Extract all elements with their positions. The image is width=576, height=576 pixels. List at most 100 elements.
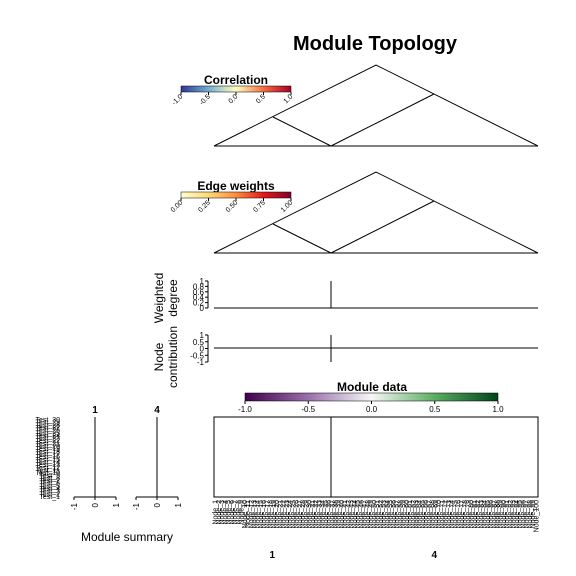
correlation-legend-bar xyxy=(180,85,292,93)
sample-label: Test_30 xyxy=(35,417,60,424)
weighted-degree-panel: Weighted degree 10.80.60.40.20 xyxy=(152,273,538,323)
node-label: Node_68 xyxy=(430,500,437,529)
node-label: Node_55 xyxy=(388,500,395,529)
node-label: Node_28 xyxy=(300,500,307,529)
node-label: Node_73 xyxy=(446,500,453,529)
node-label: Node_23 xyxy=(284,500,291,529)
sample-label: Test_20 xyxy=(35,444,60,451)
correlation-legend: Correlation -1.0 -0.5 0.0 0.5 1.0 xyxy=(171,73,295,107)
sample-label: Test_25 xyxy=(35,430,60,437)
weighted-degree-ylabel-line2: degree xyxy=(166,279,180,317)
node-label: Node_10 xyxy=(242,500,249,529)
edge-weights-legend: Edge weights 0.00 0.25 0.50 0.75 1.00 xyxy=(170,179,295,214)
node-label: Node_53 xyxy=(381,500,388,529)
edge-weights-topology xyxy=(213,171,539,254)
node-label: Node_3 xyxy=(219,500,226,525)
node-label: Node_26 xyxy=(294,500,301,529)
node-contribution-tick-label: -1 xyxy=(197,358,205,367)
node-label: Node_63 xyxy=(414,500,421,529)
module-summary-tick-label: 0 xyxy=(91,502,100,507)
module-summary: Test_30Test_29Test_28Test_27Test_26Test_… xyxy=(35,405,183,544)
node-label: Node_80 xyxy=(469,500,476,529)
sample-label: Test_23 xyxy=(35,436,60,443)
module-data-legend: Module data -1.0 -0.5 0.0 0.5 1.0 xyxy=(238,380,504,414)
weighted-degree-tick-label: 1 xyxy=(200,277,205,286)
node-label: Node_2 xyxy=(216,500,223,525)
node-label: Node_4 xyxy=(222,500,229,525)
sample-labels: Test_30Test_29Test_28Test_27Test_26Test_… xyxy=(35,417,60,501)
module-summary-tick-label: 1 xyxy=(112,502,121,507)
node-label: Node_1 xyxy=(213,500,220,525)
edge-weights-legend-bar xyxy=(180,191,292,199)
weighted-degree-ylabel-line1: Weighted xyxy=(152,273,166,323)
correlation-legend-tick-label: 1.0 xyxy=(283,93,295,105)
node-label: Node_93 xyxy=(511,500,518,529)
node-label: Node_34 xyxy=(320,500,327,529)
node-label: Node_18 xyxy=(268,500,275,529)
node-label: Node_91 xyxy=(504,500,511,529)
node-label: Node_95 xyxy=(517,500,524,529)
node-label: Node_60 xyxy=(404,500,411,529)
node-label: Node_29 xyxy=(303,500,310,529)
sample-label: Test_21 xyxy=(35,441,60,448)
node-contribution-tick-label: 0.5 xyxy=(193,338,205,347)
weighted-degree-tick-label: 0.8 xyxy=(193,282,205,291)
node-label: Node_54 xyxy=(384,500,391,529)
module-data-legend-tick-label: 1.0 xyxy=(492,405,504,414)
module-data-legend-bar xyxy=(244,392,499,402)
node-label: Node_52 xyxy=(378,500,385,529)
node-label: Node_78 xyxy=(462,500,469,529)
sample-label: Test_22 xyxy=(35,438,60,445)
node-contribution-ylabel-line2: contribution xyxy=(166,326,180,388)
sample-label: Test_24 xyxy=(35,433,60,440)
module-data-legend-title: Module data xyxy=(337,380,407,394)
module-summary-tick-label: -1 xyxy=(70,502,79,510)
sample-label: Test_27 xyxy=(35,425,60,432)
node-label: Node_14 xyxy=(255,500,262,529)
node-label: Node_66 xyxy=(423,500,430,529)
node-label: Node_27 xyxy=(297,500,304,529)
node-label: Node_92 xyxy=(507,500,514,529)
node-label: Node_48 xyxy=(365,500,372,529)
module-summary-panels: 1 -1 0 1 4 -1 0 1 xyxy=(70,405,183,510)
node-label: Node_33 xyxy=(316,500,323,529)
edge-weights-outer-triangle xyxy=(213,171,539,254)
node-label: Node_90 xyxy=(501,500,508,529)
correlation-legend-tick-label: -0.5 xyxy=(198,93,212,107)
sample-label: Test_7 xyxy=(39,478,60,485)
node-label: Node_94 xyxy=(514,500,521,529)
node-label: Node_79 xyxy=(465,500,472,529)
node-label: Node_49 xyxy=(368,500,375,529)
edge-weights-legend-tick-label: 0.00 xyxy=(170,199,185,214)
node-label: Node_47 xyxy=(362,500,369,529)
correlation-module-boundary xyxy=(330,93,435,147)
node-label: Node_6 xyxy=(229,500,236,525)
correlation-module-boundary xyxy=(272,116,332,147)
node-label: Node_69 xyxy=(433,500,440,529)
correlation-legend-tick-label: 0.0 xyxy=(228,93,240,105)
node-label: Node_57 xyxy=(394,500,401,529)
node-label: Node_85 xyxy=(485,500,492,529)
module-data-legend-tick-label: 0.0 xyxy=(366,405,378,414)
sample-label: Test_5 xyxy=(39,483,60,490)
correlation-topology xyxy=(213,64,539,147)
sample-label: Test_9 xyxy=(39,473,60,480)
node-label: Node_76 xyxy=(456,500,463,529)
node-label: Node_41 xyxy=(342,500,349,529)
node-label: Node_59 xyxy=(401,500,408,529)
node-label: Node_43 xyxy=(349,500,356,529)
sample-label: Test_1 xyxy=(39,494,60,501)
sample-label: Test_8 xyxy=(39,475,60,482)
node-label: Node_30 xyxy=(307,500,314,529)
node-label: Node_13 xyxy=(252,500,259,529)
node-label: Node_11 xyxy=(245,500,252,528)
sample-label: Test_4 xyxy=(39,486,60,493)
node-contribution-panel: Node contribution 10.50-0.5-1 xyxy=(152,326,538,388)
node-label: Node_5 xyxy=(226,500,233,525)
weighted-degree-tick-label: 0.4 xyxy=(193,293,205,302)
node-label: Node_56 xyxy=(391,500,398,529)
node-label: Node_86 xyxy=(488,500,495,529)
node-label: Node_83 xyxy=(478,500,485,529)
